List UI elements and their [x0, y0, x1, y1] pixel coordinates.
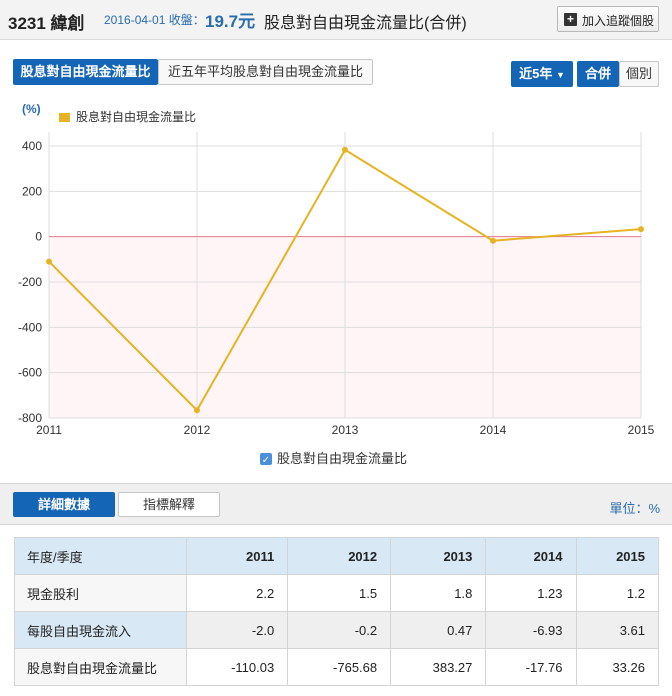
table-header-cell: 2015 — [575, 537, 659, 575]
add-to-watchlist-button[interactable]: + 加入追蹤個股 — [557, 6, 659, 32]
y-tick-label: -200 — [18, 275, 42, 289]
x-tick-label: 2014 — [480, 423, 507, 437]
data-point — [490, 237, 496, 244]
y-tick-label: -800 — [18, 411, 42, 425]
legend-label: 股息對自由現金流量比 — [76, 109, 196, 124]
chart-tabs: 股息對自由現金流量比 近五年平均股息對自由現金流量比 近5年 ▼ 合併 個別 — [0, 41, 672, 101]
table-cell: 1.2 — [575, 574, 659, 612]
data-table: 年度/季度 2011 2012 2013 2014 2015 現金股利 2.2 … — [14, 537, 659, 686]
individual-button[interactable]: 個別 — [619, 61, 659, 87]
table-header-cell: 2013 — [390, 537, 487, 575]
x-tick-label: 2013 — [332, 423, 359, 437]
table-cell: -17.76 — [485, 648, 577, 686]
page-header: 3231 緯創 2016-04-01 收盤： 19.7元 股息對自由現金流量比(… — [0, 0, 672, 40]
data-point — [194, 407, 200, 414]
table-cell: 383.27 — [390, 648, 487, 686]
tab-indicator-explanation[interactable]: 指標解釋 — [118, 492, 220, 517]
table-header-cell: 2014 — [485, 537, 577, 575]
table-cell: 1.8 — [390, 574, 487, 612]
caret-down-icon: ▼ — [555, 70, 565, 80]
y-tick-label: 0 — [35, 230, 42, 244]
table-header-row: 年度/季度 2011 2012 2013 2014 2015 — [14, 537, 659, 575]
table-cell: 1.5 — [287, 574, 392, 612]
add-to-watchlist-label: 加入追蹤個股 — [582, 14, 655, 28]
period-label: 近5年 — [519, 66, 553, 81]
legend-swatch — [59, 113, 70, 122]
plus-icon: + — [564, 13, 577, 26]
y-tick-label: -600 — [18, 366, 42, 380]
table-cell: -110.03 — [185, 648, 289, 686]
y-axis-label: (%) — [22, 102, 41, 116]
table-header-cell: 2011 — [185, 537, 289, 575]
page-title: 股息對自由現金流量比(合併) — [264, 15, 467, 32]
data-point — [46, 258, 52, 265]
table-cell: 1.23 — [485, 574, 577, 612]
y-tick-label: 400 — [22, 139, 42, 153]
close-date: 2016-04-01 收盤： — [104, 13, 205, 27]
table-header-cell: 年度/季度 — [14, 537, 187, 575]
tab-five-year-average[interactable]: 近五年平均股息對自由現金流量比 — [158, 59, 373, 85]
table-cell: -6.93 — [485, 611, 577, 649]
unit-label: 單位：% — [609, 501, 660, 516]
consolidated-button[interactable]: 合併 — [577, 61, 619, 87]
table-cell: -765.68 — [287, 648, 392, 686]
data-point — [342, 146, 348, 153]
data-point — [638, 226, 644, 233]
table-cell: -2.0 — [185, 611, 289, 649]
tab-dividend-fcf-ratio[interactable]: 股息對自由現金流量比 — [13, 59, 158, 85]
close-price: 19.7元 — [205, 12, 256, 31]
tab-detail-data[interactable]: 詳細數據 — [13, 492, 115, 517]
period-dropdown[interactable]: 近5年 ▼ — [511, 61, 573, 87]
x-tick-label: 2012 — [184, 423, 211, 437]
y-tick-label: 200 — [22, 184, 42, 198]
stock-title: 3231 緯創 — [8, 14, 85, 33]
table-row: 股息對自由現金流量比 -110.03 -765.68 383.27 -17.76… — [14, 648, 659, 686]
check-icon: ✓ — [262, 455, 270, 466]
table-cell: -0.2 — [287, 611, 392, 649]
x-tick-label: 2015 — [628, 423, 655, 437]
table-cell: 33.26 — [575, 648, 659, 686]
x-tick-label: 2011 — [36, 423, 62, 437]
row-label: 現金股利 — [14, 574, 187, 612]
row-label: 股息對自由現金流量比 — [14, 648, 187, 686]
y-tick-label: -400 — [18, 320, 42, 334]
table-cell: 3.61 — [575, 611, 659, 649]
detail-bar: 詳細數據 指標解釋 單位：% — [0, 483, 672, 525]
table-header-cell: 2012 — [287, 537, 392, 575]
legend-bottom-label: 股息對自由現金流量比 — [277, 451, 407, 466]
table-row: 每股自由現金流入 -2.0 -0.2 0.47 -6.93 3.61 — [14, 611, 659, 649]
table-row: 現金股利 2.2 1.5 1.8 1.23 1.2 — [14, 574, 659, 612]
table-cell: 0.47 — [390, 611, 487, 649]
legend-checkbox — [260, 453, 272, 465]
chart-area: 400 200 0 -200 -400 -600 -800 2011 2012 2013 2014 2… — [0, 100, 672, 472]
row-label: 每股自由現金流入 — [14, 611, 187, 649]
table-cell: 2.2 — [185, 574, 289, 612]
